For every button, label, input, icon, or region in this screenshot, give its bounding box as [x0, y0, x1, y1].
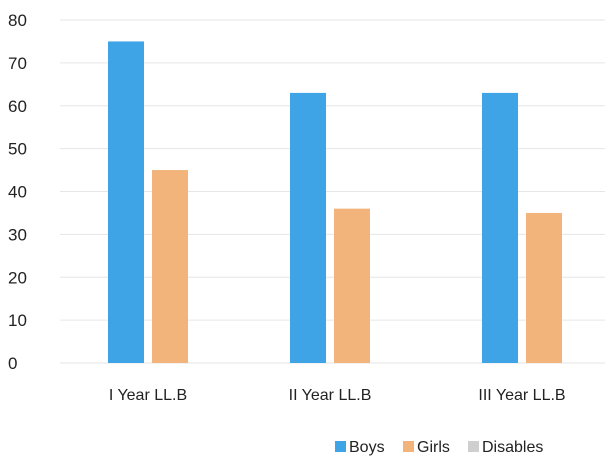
- legend-label-boys: Boys: [349, 439, 385, 456]
- y-tick-label: 10: [8, 311, 27, 330]
- bars-group: [108, 41, 562, 363]
- bar-girls-1: [152, 170, 188, 363]
- y-tick-label: 80: [8, 11, 27, 30]
- y-tick-label: 40: [8, 183, 27, 202]
- bar-boys-2: [290, 92, 326, 363]
- y-tick-label: 0: [8, 354, 17, 373]
- legend: Boys Girls Disables: [335, 439, 543, 456]
- bar-boys-1: [108, 41, 144, 363]
- x-category-label: II Year LL.B: [289, 387, 372, 404]
- y-tick-label: 30: [8, 225, 27, 244]
- x-axis: I Year LL.B II Year LL.B III Year LL.B: [109, 387, 566, 404]
- legend-swatch-boys: [335, 441, 346, 452]
- y-tick-label: 50: [8, 140, 27, 159]
- x-category-label: I Year LL.B: [109, 387, 187, 404]
- bar-girls-3: [526, 212, 562, 363]
- bar-boys-3: [482, 92, 518, 363]
- legend-swatch-disables: [468, 441, 479, 452]
- gridlines: [60, 19, 605, 364]
- y-tick-label: 20: [8, 268, 27, 287]
- legend-label-disables: Disables: [482, 439, 543, 456]
- legend-label-girls: Girls: [417, 439, 450, 456]
- x-category-label: III Year LL.B: [478, 387, 565, 404]
- y-tick-label: 60: [8, 97, 27, 116]
- y-axis: 0 10 20 30 40 50 60 70 80: [8, 11, 27, 373]
- y-tick-label: 70: [8, 54, 27, 73]
- bar-girls-2: [334, 208, 370, 363]
- legend-swatch-girls: [403, 441, 414, 452]
